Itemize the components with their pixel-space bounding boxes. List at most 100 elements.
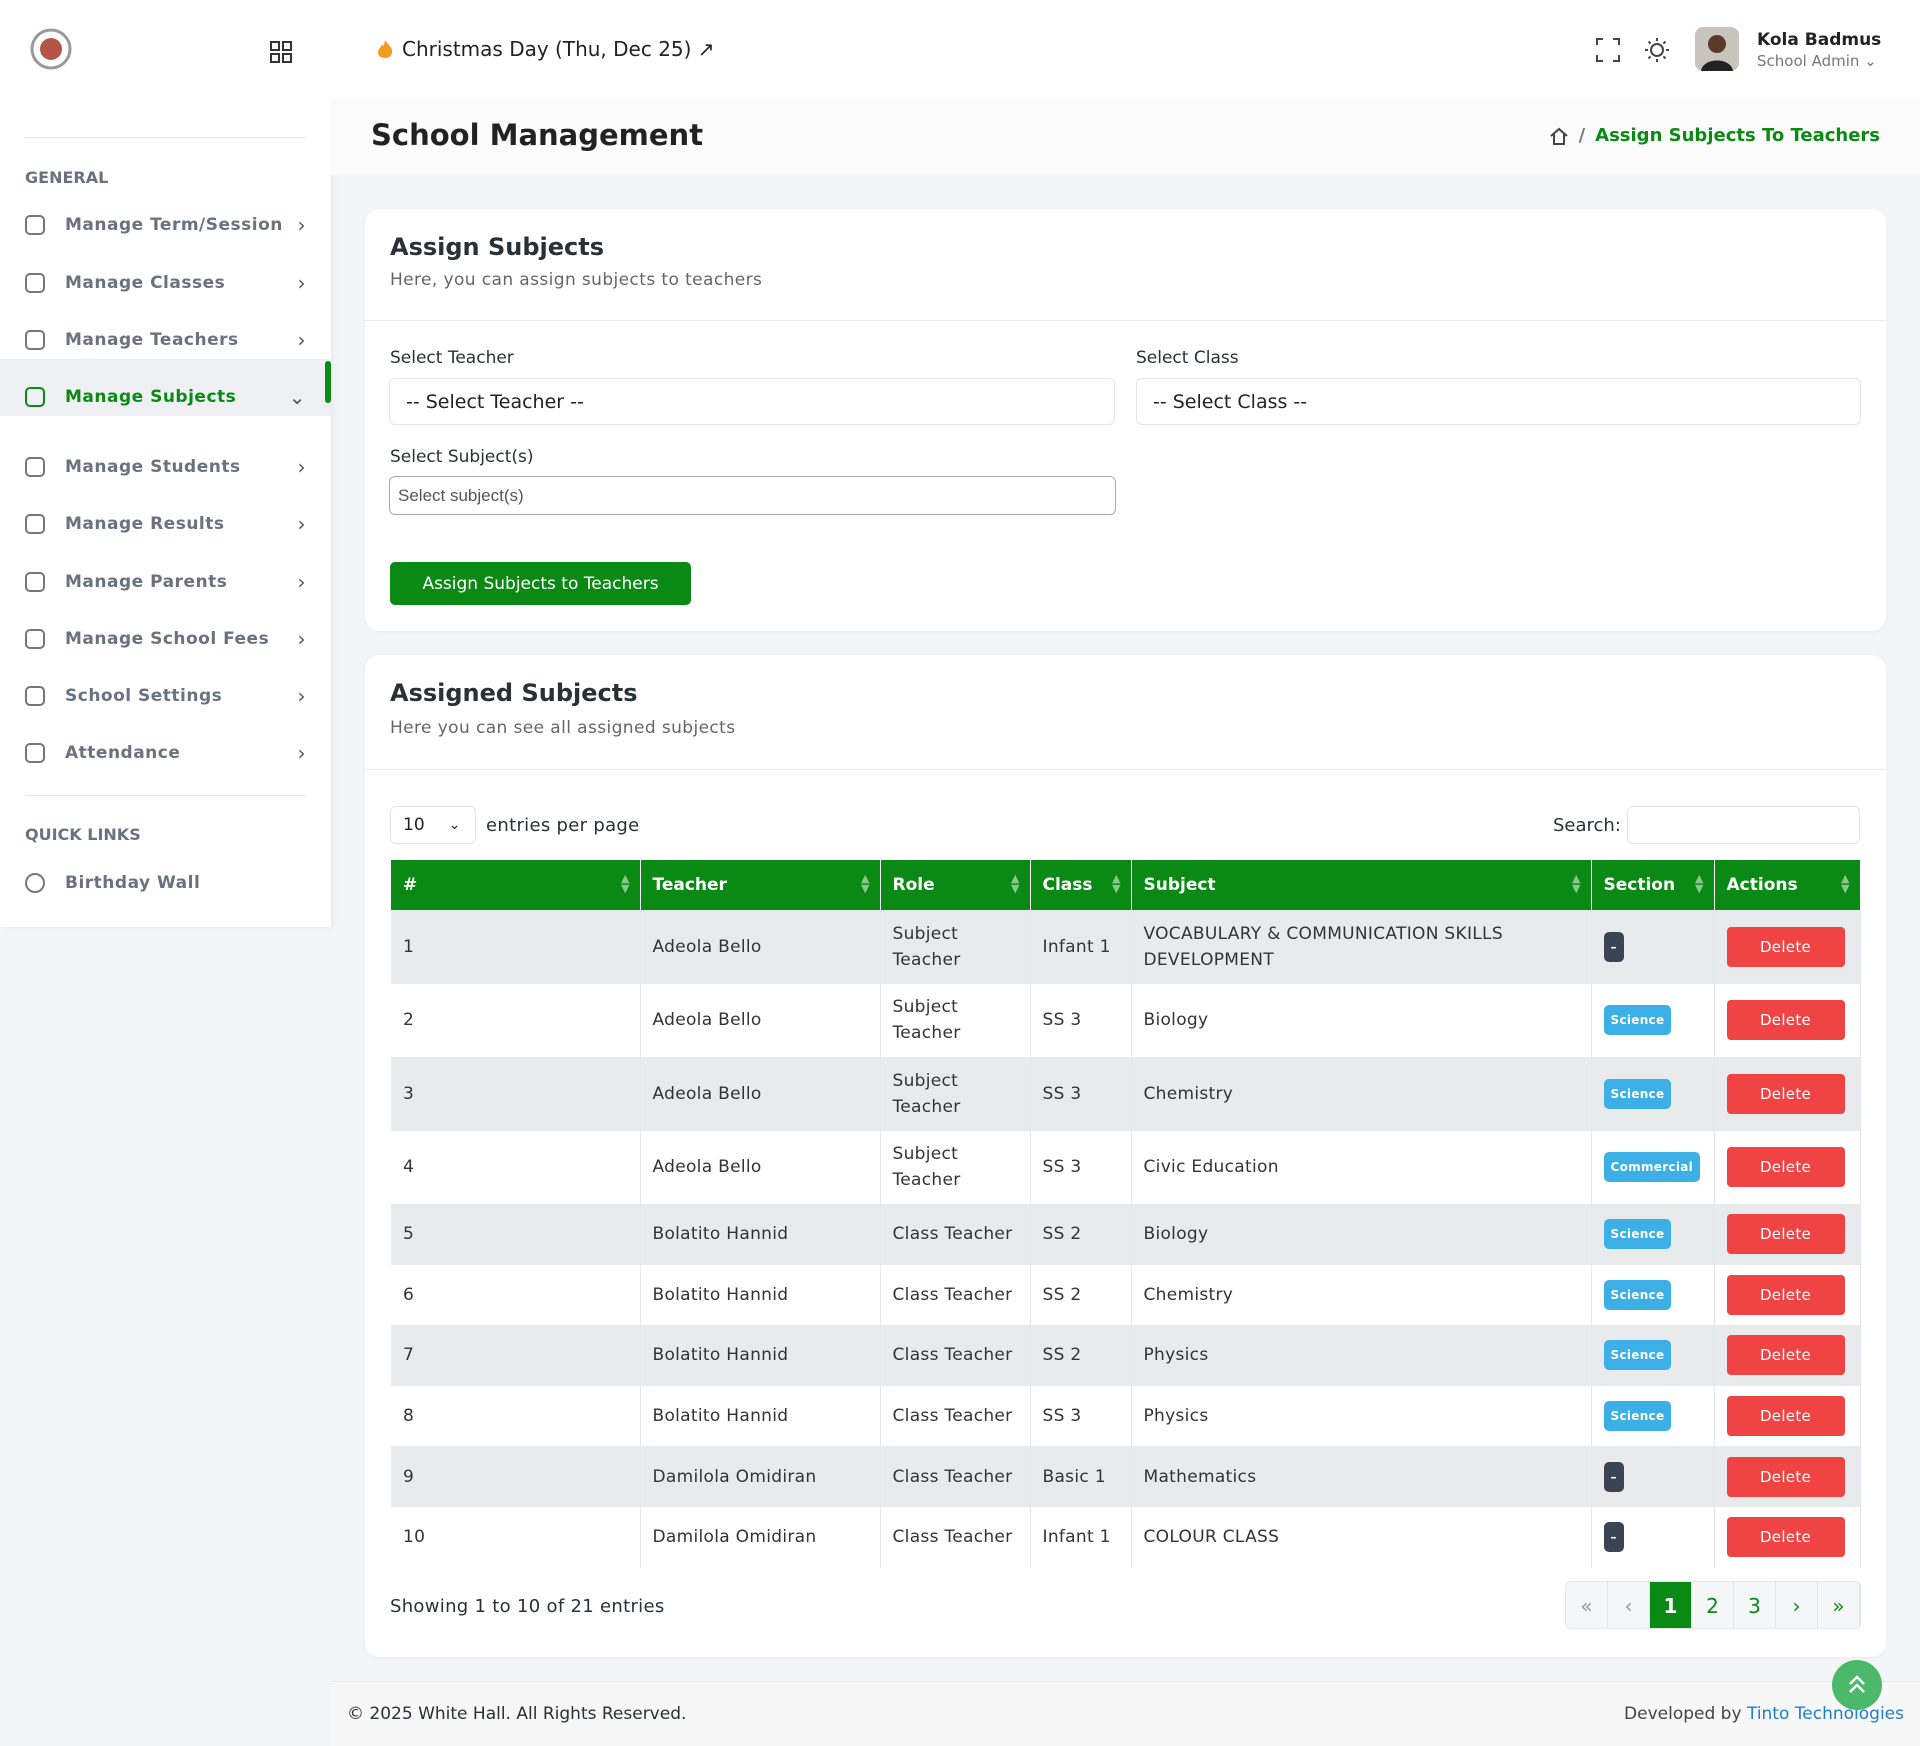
nav-icon[interactable] <box>25 387 45 407</box>
nav-icon[interactable] <box>25 873 45 893</box>
chevron[interactable]: ⌄ <box>448 817 461 833</box>
column-header[interactable]: # ▲ ▼ <box>391 860 641 910</box>
column-title[interactable]: # <box>403 875 418 895</box>
page-button[interactable]: 2 <box>1692 1582 1734 1628</box>
page-button[interactable]: » <box>1818 1582 1860 1628</box>
chevron[interactable]: › <box>297 684 306 708</box>
page-button[interactable]: ‹ <box>1608 1582 1650 1628</box>
nav-label[interactable]: Birthday Wall <box>65 873 201 893</box>
sort-icon[interactable]: ▲ ▼ <box>1695 872 1704 895</box>
nav-icon[interactable] <box>25 215 45 235</box>
column-header[interactable]: Subject ▲ ▼ <box>1131 860 1592 910</box>
column-header[interactable]: Class ▲ ▼ <box>1030 860 1132 910</box>
delete-button[interactable]: Delete <box>1726 1073 1845 1114</box>
column-title[interactable]: Teacher <box>652 875 727 895</box>
nav-label[interactable]: Manage Results <box>65 514 225 534</box>
nav-icon[interactable] <box>25 514 45 534</box>
nav-item[interactable]: School Settings › <box>25 681 306 711</box>
delete-button[interactable]: Delete <box>1726 1517 1845 1558</box>
home-icon[interactable] <box>1549 126 1569 146</box>
nav-label[interactable]: School Settings <box>65 686 223 706</box>
chevron[interactable]: › <box>297 741 306 765</box>
nav-item[interactable]: Manage Results › <box>25 509 306 539</box>
page-button[interactable]: « <box>1566 1582 1608 1628</box>
delete-button[interactable]: Delete <box>1726 926 1845 967</box>
sort-icon[interactable]: ▲ ▼ <box>1841 872 1850 895</box>
nav-icon[interactable] <box>25 330 45 350</box>
nav-label[interactable]: Manage Parents <box>65 572 228 592</box>
sort-icon[interactable]: ▲ ▼ <box>1112 872 1121 895</box>
nav-item[interactable]: Manage Teachers › <box>25 325 306 355</box>
fullscreen-icon[interactable] <box>1595 37 1621 63</box>
page-button[interactable]: 3 <box>1734 1582 1776 1628</box>
sort-icon[interactable]: ▲ ▼ <box>1572 872 1581 895</box>
teacher-select[interactable]: -- Select Teacher -- <box>389 378 1115 425</box>
column-title[interactable]: Role <box>892 875 935 895</box>
column-header[interactable]: Role ▲ ▼ <box>880 860 1031 910</box>
nav-label[interactable]: Manage Subjects <box>65 387 237 407</box>
column-title[interactable]: Section <box>1603 875 1676 895</box>
nav-item[interactable]: Manage School Fees › <box>25 624 306 654</box>
chevron[interactable]: › <box>297 271 306 295</box>
avatar[interactable] <box>1695 27 1739 71</box>
nav-icon[interactable] <box>25 572 45 592</box>
delete-button[interactable]: Delete <box>1726 1335 1845 1376</box>
search-input[interactable] <box>1627 806 1860 844</box>
chevron[interactable]: › <box>297 627 306 651</box>
column-title[interactable]: Class <box>1042 875 1093 895</box>
chevron[interactable]: › <box>297 328 306 352</box>
user-name[interactable]: Kola Badmus <box>1757 30 1882 50</box>
assign-button[interactable]: Assign Subjects to Teachers <box>390 562 691 605</box>
nav-label[interactable]: Attendance <box>65 743 181 763</box>
delete-button[interactable]: Delete <box>1726 1147 1845 1188</box>
nav-icon[interactable] <box>25 629 45 649</box>
nav-icon[interactable] <box>25 457 45 477</box>
chevron[interactable]: ⌄ <box>288 385 306 409</box>
nav-icon[interactable] <box>25 743 45 763</box>
column-title[interactable]: Subject <box>1143 875 1216 895</box>
column-header[interactable]: Teacher ▲ ▼ <box>640 860 881 910</box>
delete-button[interactable]: Delete <box>1726 1456 1845 1497</box>
nav-item[interactable]: Attendance › <box>25 738 306 768</box>
holiday-link[interactable]: Christmas Day (Thu, Dec 25) ↗ <box>402 37 715 61</box>
class-select[interactable]: -- Select Class -- <box>1136 378 1861 425</box>
nav-label[interactable]: Manage School Fees <box>65 629 270 649</box>
nav-item[interactable]: Manage Classes › <box>25 268 306 298</box>
nav-label[interactable]: Manage Teachers <box>65 330 239 350</box>
user-role[interactable]: School Admin <box>1757 52 1860 70</box>
column-title[interactable]: Actions <box>1726 875 1798 895</box>
nav-icon[interactable] <box>25 273 45 293</box>
subjects-input[interactable]: Select subject(s) <box>389 476 1116 515</box>
delete-button[interactable]: Delete <box>1726 1214 1845 1255</box>
nav-item[interactable]: Manage Term/Session › <box>25 210 306 240</box>
entries-select[interactable]: 10 ⌄ <box>390 806 476 844</box>
delete-button[interactable]: Delete <box>1726 1396 1845 1437</box>
sort-icon[interactable]: ▲ ▼ <box>861 872 870 895</box>
sort-icon[interactable]: ▲ ▼ <box>1011 872 1020 895</box>
delete-button[interactable]: Delete <box>1726 1000 1845 1041</box>
apps-icon[interactable] <box>269 40 293 64</box>
page-button[interactable]: › <box>1776 1582 1818 1628</box>
page-button[interactable]: 1 <box>1650 1582 1692 1628</box>
nav-label[interactable]: Manage Term/Session <box>65 215 283 235</box>
nav-label[interactable]: Manage Classes <box>65 273 226 293</box>
chevron[interactable]: › <box>297 570 306 594</box>
chevron[interactable]: › <box>297 455 306 479</box>
nav-label[interactable]: Manage Students <box>65 457 241 477</box>
nav-item[interactable]: Manage Subjects ⌄ <box>25 382 306 412</box>
sort-icon[interactable]: ▲ ▼ <box>621 872 630 895</box>
column-header[interactable]: Section ▲ ▼ <box>1591 860 1715 910</box>
nav-item[interactable]: Manage Students › <box>25 452 306 482</box>
entries-value[interactable]: 10 <box>403 815 425 835</box>
column-header[interactable]: Actions ▲ ▼ <box>1714 860 1861 910</box>
nav-icon[interactable] <box>25 686 45 706</box>
theme-icon[interactable] <box>1644 37 1670 63</box>
chevron[interactable]: › <box>297 213 306 237</box>
holiday-text[interactable]: Christmas Day (Thu, Dec 25) <box>402 37 692 61</box>
user-role-wrap[interactable]: School Admin ⌄ <box>1757 52 1877 70</box>
quick-link[interactable]: Birthday Wall <box>25 868 200 898</box>
delete-button[interactable]: Delete <box>1726 1274 1845 1315</box>
company-link[interactable]: Tinto Technologies <box>1746 1704 1904 1724</box>
chevron[interactable]: › <box>297 512 306 536</box>
nav-item[interactable]: Manage Parents › <box>25 567 306 597</box>
